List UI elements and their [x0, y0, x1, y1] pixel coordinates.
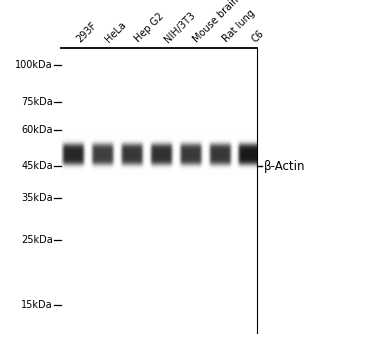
Text: 60kDa: 60kDa — [21, 125, 53, 135]
Text: 25kDa: 25kDa — [21, 235, 53, 245]
Text: HeLa: HeLa — [104, 20, 128, 44]
Text: Hep G2: Hep G2 — [133, 12, 166, 44]
Text: 15kDa: 15kDa — [21, 300, 53, 310]
Text: 293F: 293F — [74, 20, 98, 44]
Text: Mouse brain: Mouse brain — [191, 0, 241, 44]
Text: 75kDa: 75kDa — [21, 97, 53, 107]
Text: 100kDa: 100kDa — [15, 61, 53, 70]
Text: 35kDa: 35kDa — [21, 193, 53, 203]
Text: Rat lung: Rat lung — [221, 8, 257, 44]
Text: C6: C6 — [250, 28, 266, 44]
Text: 45kDa: 45kDa — [21, 161, 53, 171]
Text: NIH/3T3: NIH/3T3 — [162, 10, 197, 44]
Bar — [61, 48, 257, 333]
Text: β-Actin: β-Actin — [264, 160, 305, 173]
